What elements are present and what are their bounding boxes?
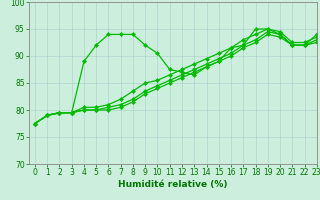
X-axis label: Humidité relative (%): Humidité relative (%): [118, 180, 228, 189]
